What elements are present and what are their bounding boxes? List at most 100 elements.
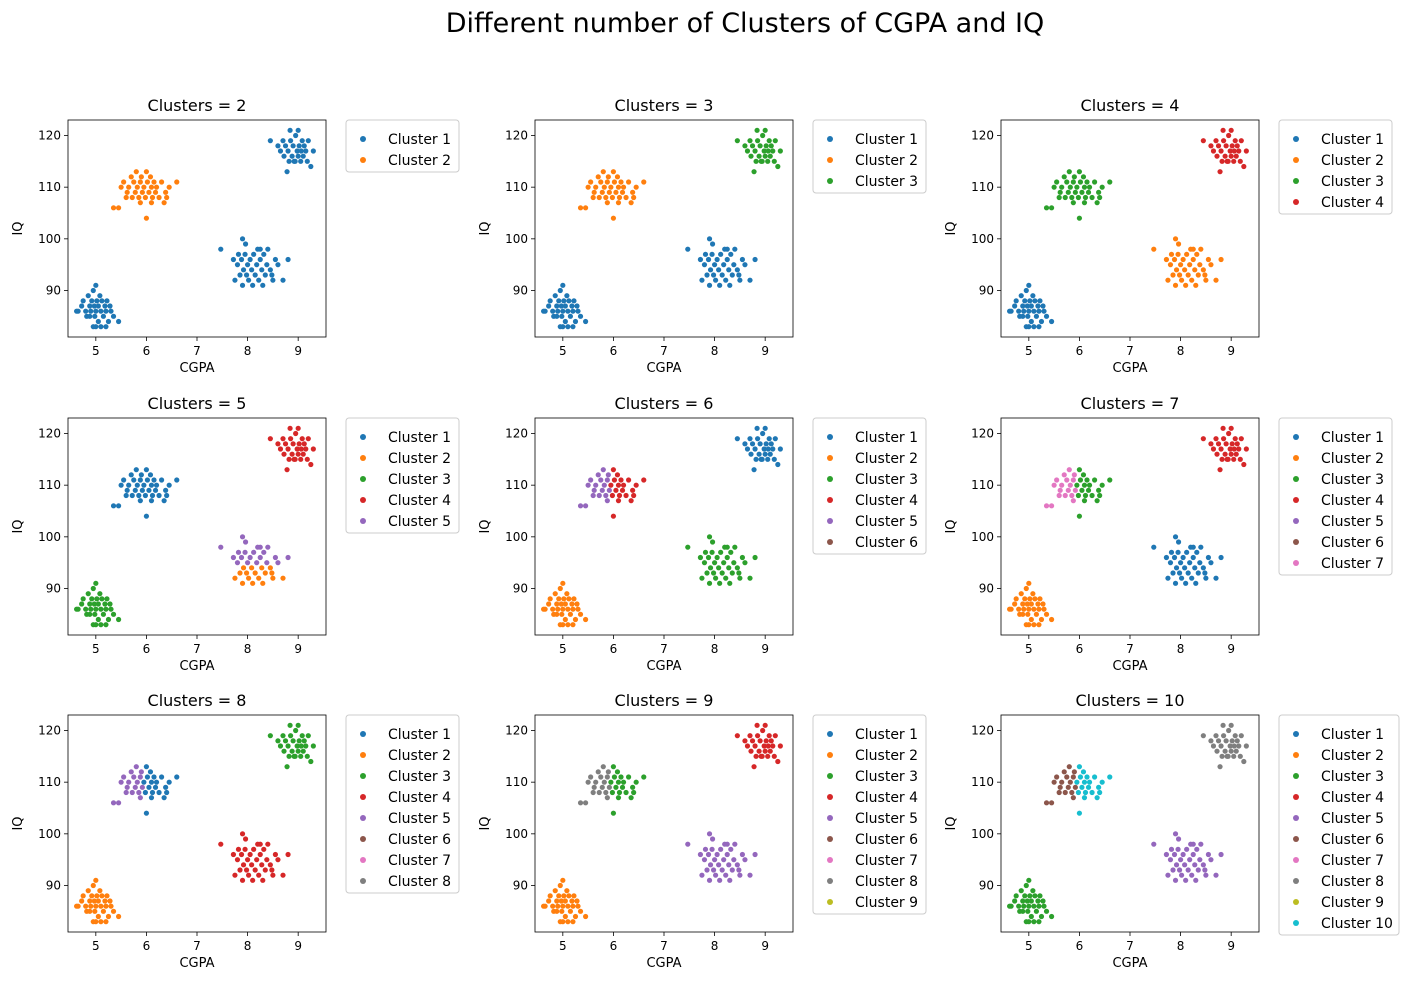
data-point <box>1040 898 1046 904</box>
data-point <box>280 872 286 878</box>
data-point <box>595 174 601 180</box>
data-point <box>1198 246 1204 252</box>
x-tick-label: 7 <box>660 939 668 953</box>
data-point <box>734 862 740 868</box>
data-point <box>737 277 743 283</box>
data-point <box>1048 913 1055 920</box>
data-point <box>1023 324 1029 330</box>
data-point <box>1236 148 1242 154</box>
data-point <box>1030 293 1036 299</box>
data-point <box>734 565 740 571</box>
data-point <box>1066 169 1072 175</box>
data-point <box>610 513 617 519</box>
data-point <box>552 888 558 894</box>
data-point <box>103 622 109 628</box>
data-point <box>251 549 257 555</box>
data-point <box>716 267 722 273</box>
legend-entry: Cluster 1 <box>1321 430 1384 446</box>
data-point <box>1008 308 1014 314</box>
data-point <box>290 738 296 744</box>
data-point <box>571 893 577 899</box>
data-point <box>620 184 627 190</box>
data-point <box>1024 601 1030 607</box>
data-point <box>1173 565 1180 571</box>
data-point <box>771 158 777 164</box>
data-point <box>308 163 314 170</box>
data-point <box>641 774 647 780</box>
data-point <box>731 560 737 566</box>
data-point <box>619 487 626 493</box>
data-point <box>759 456 765 462</box>
data-point <box>1172 534 1179 540</box>
data-point <box>724 256 730 263</box>
data-point <box>742 143 748 149</box>
data-point <box>1085 487 1092 493</box>
data-point <box>262 570 268 576</box>
data-point <box>588 179 594 185</box>
data-point <box>753 158 759 164</box>
x-tick-label: 8 <box>244 344 252 358</box>
data-point <box>600 764 606 770</box>
data-point <box>104 596 110 602</box>
data-point <box>257 246 263 252</box>
data-point <box>711 560 718 566</box>
data-point <box>110 205 117 211</box>
data-point <box>718 846 724 852</box>
data-point <box>294 148 300 154</box>
data-point <box>762 722 768 728</box>
data-point <box>298 753 304 759</box>
data-point <box>734 436 740 442</box>
legend-marker <box>827 836 833 842</box>
data-point <box>285 743 291 749</box>
data-point <box>132 784 138 790</box>
data-point <box>232 277 238 283</box>
data-point <box>1200 862 1206 868</box>
data-point <box>123 492 129 499</box>
data-point <box>761 743 767 749</box>
data-point <box>1223 738 1229 744</box>
data-point <box>115 913 122 920</box>
data-point <box>748 451 754 457</box>
data-point <box>1237 158 1243 164</box>
data-point <box>1202 867 1208 873</box>
data-point <box>281 153 287 159</box>
data-point <box>697 256 704 263</box>
data-point <box>706 236 713 242</box>
data-point <box>235 549 242 555</box>
x-tick-label: 7 <box>1126 939 1134 953</box>
data-point <box>753 753 759 759</box>
data-point <box>1035 898 1041 904</box>
data-point <box>577 800 584 806</box>
data-point <box>124 189 130 195</box>
data-point <box>760 132 766 139</box>
data-point <box>1238 733 1244 739</box>
data-point <box>701 857 708 863</box>
data-point <box>267 436 273 442</box>
data-point <box>134 482 140 488</box>
data-point <box>588 774 594 780</box>
data-point <box>110 313 117 319</box>
data-point <box>301 738 307 744</box>
data-point <box>300 748 306 754</box>
data-point <box>148 795 155 801</box>
data-point <box>742 560 748 566</box>
legend: Cluster 1 Cluster 2 Cluster 3 Cluster 4 <box>1278 119 1393 215</box>
legend-entry: Cluster 5 <box>388 811 451 827</box>
data-point <box>300 451 306 457</box>
data-point <box>294 743 300 749</box>
legend-entry: Cluster 5 <box>855 514 918 530</box>
data-point <box>724 544 730 550</box>
data-point <box>1185 867 1191 873</box>
data-point <box>768 143 774 149</box>
data-point <box>93 606 99 612</box>
data-point <box>1170 570 1176 576</box>
y-tick-label: 120 <box>38 129 61 143</box>
data-point <box>285 256 291 263</box>
legend-marker <box>1293 434 1299 440</box>
legend-entry: Cluster 6 <box>1321 832 1384 848</box>
data-point <box>557 882 563 889</box>
data-point <box>99 893 105 899</box>
data-point <box>281 748 287 754</box>
data-point <box>1238 138 1244 144</box>
data-point <box>704 272 710 278</box>
